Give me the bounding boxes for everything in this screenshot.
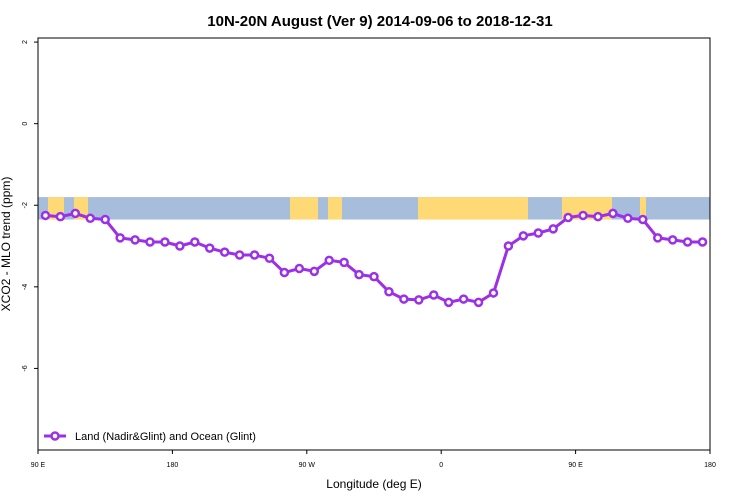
data-point	[623, 213, 633, 224]
data-point	[458, 294, 469, 304]
data-point	[40, 210, 51, 221]
x-tick-label: 90 E	[568, 462, 583, 469]
data-point	[369, 271, 379, 282]
y-axis: 2 0 -2 -4 -6	[22, 40, 38, 372]
data-point	[55, 211, 66, 222]
x-tick-label: 0	[439, 462, 443, 469]
y-tick-label: 0	[22, 122, 29, 126]
data-point	[190, 237, 200, 247]
data-point	[503, 241, 514, 251]
data-point	[414, 295, 424, 305]
data-point	[428, 290, 439, 300]
data-point	[100, 214, 110, 225]
data-point	[249, 250, 260, 260]
data-point	[473, 297, 484, 308]
data-point	[279, 267, 290, 278]
data-point	[578, 210, 588, 221]
world-map-band	[38, 197, 710, 220]
data-point	[175, 241, 185, 251]
data-point	[160, 237, 170, 247]
y-tick-label: -4	[22, 284, 29, 290]
map-land	[640, 197, 646, 220]
series-line	[45, 211, 703, 304]
data-point	[652, 233, 663, 243]
map-land	[328, 197, 342, 220]
data-point	[399, 294, 409, 304]
legend: Land (Nadir&Glint) and Ocean (Glint)	[44, 431, 256, 443]
data-point	[443, 297, 454, 308]
data-point	[145, 237, 155, 247]
y-tick-label: 2	[22, 40, 29, 44]
data-point	[354, 269, 364, 280]
data-point	[70, 208, 81, 219]
x-tick-label: 90 E	[31, 462, 46, 469]
data-point	[608, 208, 618, 219]
data-point	[264, 253, 275, 264]
data-point	[339, 257, 349, 268]
data-point	[130, 235, 140, 245]
data-point	[533, 228, 544, 238]
data-point	[518, 231, 529, 241]
y-axis-label: XCO2 - MLO trend (ppm)	[0, 177, 13, 312]
data-point	[115, 233, 125, 243]
series-layer	[40, 208, 708, 308]
data-point	[563, 212, 573, 223]
data-point	[697, 237, 708, 247]
map-land	[418, 197, 528, 220]
data-point	[548, 224, 558, 234]
x-tick-label: 180	[167, 462, 179, 469]
chart-title: 10N-20N August (Ver 9) 2014-09-06 to 201…	[207, 13, 552, 30]
legend-marker-swatch	[50, 431, 60, 441]
data-point	[638, 214, 648, 225]
data-point	[667, 235, 678, 245]
y-tick-label: -6	[22, 365, 29, 371]
data-point	[682, 237, 693, 247]
plot-frame	[37, 37, 711, 451]
data-point	[204, 243, 215, 253]
x-axis: 90 E 180 90 W 0 90 E 180	[31, 450, 716, 469]
data-point	[294, 263, 305, 274]
x-axis-label: Longitude (deg E)	[326, 477, 421, 491]
data-point	[219, 247, 230, 257]
data-point	[593, 211, 603, 222]
data-point	[85, 213, 96, 224]
x-tick-label: 90 W	[299, 462, 316, 469]
x-tick-label: 180	[704, 462, 716, 469]
legend-label: Land (Nadir&Glint) and Ocean (Glint)	[75, 431, 256, 443]
map-land	[290, 197, 318, 220]
data-point	[384, 286, 394, 297]
y-tick-label: -2	[22, 202, 29, 208]
data-point	[488, 288, 499, 298]
data-point	[309, 266, 320, 277]
map-ocean	[38, 197, 710, 220]
data-point	[324, 255, 334, 266]
data-point	[234, 250, 245, 260]
